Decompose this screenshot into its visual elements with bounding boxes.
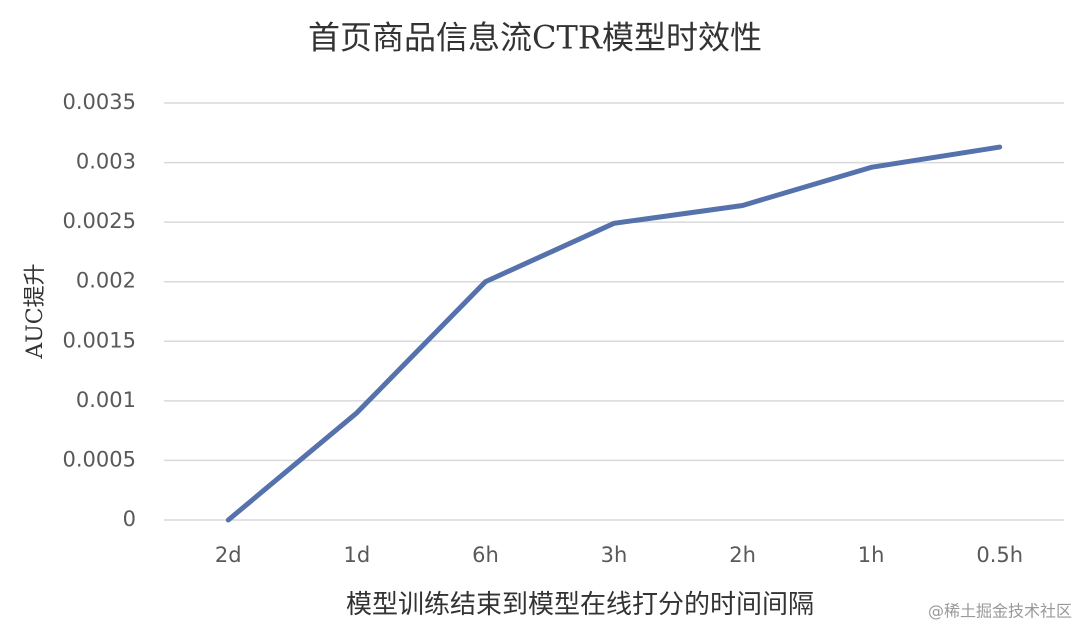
line xyxy=(225,144,1003,523)
chart-title: 首页商品信息流CTR模型时效性 xyxy=(308,19,762,57)
y-tick-label: 0.003 xyxy=(76,150,136,174)
y-tick-label: 0.0015 xyxy=(63,328,136,352)
watermark: @稀土掘金技术社区 xyxy=(928,602,1072,621)
x-tick-label: 0.5h xyxy=(976,543,1023,567)
y-tick-label: 0.0005 xyxy=(63,447,136,471)
x-tick-label: 1h xyxy=(858,543,885,567)
y-axis-label: AUC提升 xyxy=(23,263,48,359)
x-tick-label: 1d xyxy=(344,543,371,567)
x-axis-label: 模型训练结束到模型在线打分的时间间隔 xyxy=(346,590,814,620)
y-tick-label: 0 xyxy=(123,507,136,531)
y-tick-label: 0.002 xyxy=(76,269,136,293)
y-tick-label: 0.001 xyxy=(76,388,136,412)
x-tick-label: 2d xyxy=(215,543,242,567)
x-tick-label: 3h xyxy=(601,543,628,567)
y-tick-label: 0.0025 xyxy=(63,209,136,233)
y-tick-label: 0.0035 xyxy=(63,90,136,114)
x-tick-label: 6h xyxy=(472,543,499,567)
x-tick-label: 2h xyxy=(729,543,756,567)
